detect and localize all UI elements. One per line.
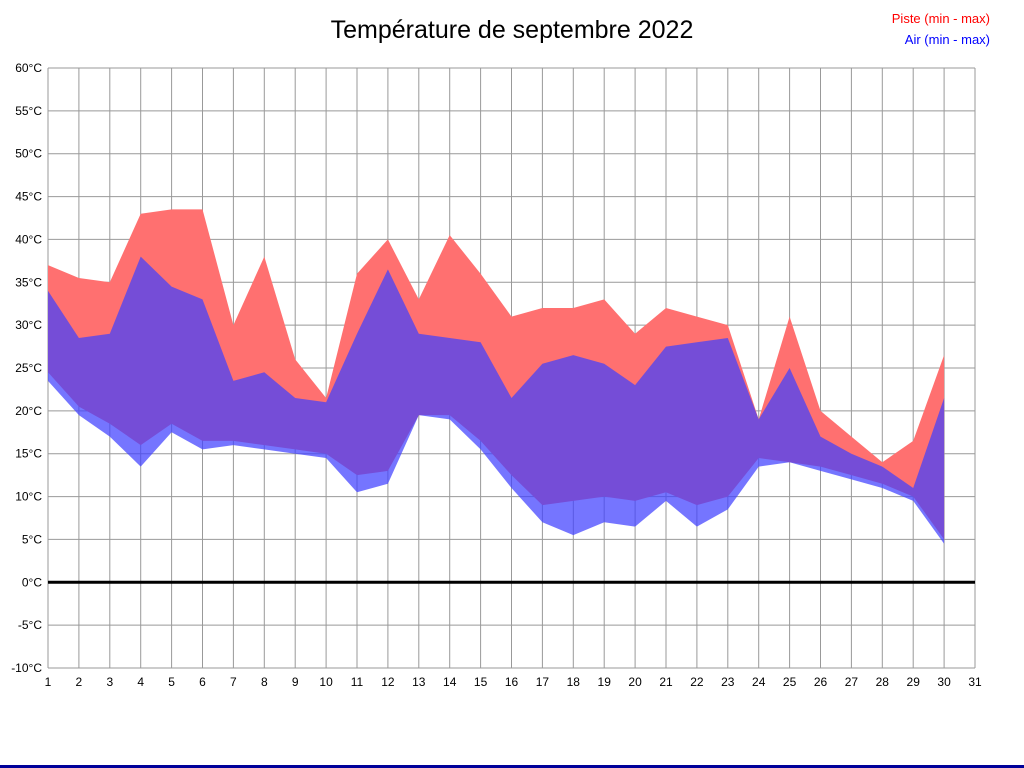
x-tick-label: 14 bbox=[443, 675, 457, 689]
x-tick-label: 15 bbox=[474, 675, 488, 689]
x-tick-label: 21 bbox=[659, 675, 673, 689]
y-tick-label: 20°C bbox=[15, 404, 42, 418]
y-tick-label: 0°C bbox=[22, 575, 42, 589]
x-tick-label: 27 bbox=[845, 675, 859, 689]
x-tick-label: 7 bbox=[230, 675, 237, 689]
x-tick-label: 10 bbox=[319, 675, 333, 689]
y-tick-label: 45°C bbox=[15, 190, 42, 204]
y-tick-label: 15°C bbox=[15, 447, 42, 461]
y-tick-label: 55°C bbox=[15, 104, 42, 118]
air-minmax-band bbox=[48, 256, 945, 544]
x-tick-label: 20 bbox=[628, 675, 642, 689]
x-tick-label: 12 bbox=[381, 675, 395, 689]
x-tick-label: 3 bbox=[106, 675, 113, 689]
y-tick-label: 10°C bbox=[15, 490, 42, 504]
y-tick-label: 35°C bbox=[15, 275, 42, 289]
page-bottom-border bbox=[0, 765, 1024, 768]
x-tick-label: 5 bbox=[168, 675, 175, 689]
x-tick-label: 17 bbox=[536, 675, 550, 689]
x-tick-label: 28 bbox=[876, 675, 890, 689]
legend-item: Piste (min - max) bbox=[891, 11, 990, 26]
x-tick-label: 19 bbox=[598, 675, 612, 689]
y-tick-label: 25°C bbox=[15, 361, 42, 375]
x-tick-label: 29 bbox=[907, 675, 921, 689]
x-tick-label: 9 bbox=[292, 675, 299, 689]
y-tick-label: 40°C bbox=[15, 232, 42, 246]
x-tick-label: 2 bbox=[76, 675, 83, 689]
x-tick-label: 22 bbox=[690, 675, 704, 689]
x-tick-label: 24 bbox=[752, 675, 766, 689]
chart-legend: Piste (min - max) Air (min - max) bbox=[892, 8, 990, 50]
x-tick-label: 8 bbox=[261, 675, 268, 689]
x-tick-label: 6 bbox=[199, 675, 206, 689]
legend-item: Air (min - max) bbox=[904, 32, 990, 47]
x-tick-label: 16 bbox=[505, 675, 519, 689]
y-tick-label: 60°C bbox=[15, 61, 42, 75]
chart-title: Température de septembre 2022 bbox=[330, 16, 694, 44]
x-tick-label: 26 bbox=[814, 675, 828, 689]
x-tick-label: 23 bbox=[721, 675, 735, 689]
x-tick-label: 31 bbox=[968, 675, 982, 689]
x-tick-label: 18 bbox=[567, 675, 581, 689]
y-tick-label: 5°C bbox=[22, 532, 42, 546]
y-tick-label: 50°C bbox=[15, 147, 42, 161]
y-tick-label: -10°C bbox=[11, 661, 42, 675]
x-tick-label: 11 bbox=[351, 675, 364, 689]
x-tick-label: 30 bbox=[937, 675, 951, 689]
x-tick-label: 25 bbox=[783, 675, 797, 689]
x-tick-label: 4 bbox=[137, 675, 144, 689]
y-tick-label: -5°C bbox=[18, 618, 42, 632]
x-tick-label: 1 bbox=[45, 675, 52, 689]
x-tick-label: 13 bbox=[412, 675, 426, 689]
y-tick-label: 30°C bbox=[15, 318, 42, 332]
